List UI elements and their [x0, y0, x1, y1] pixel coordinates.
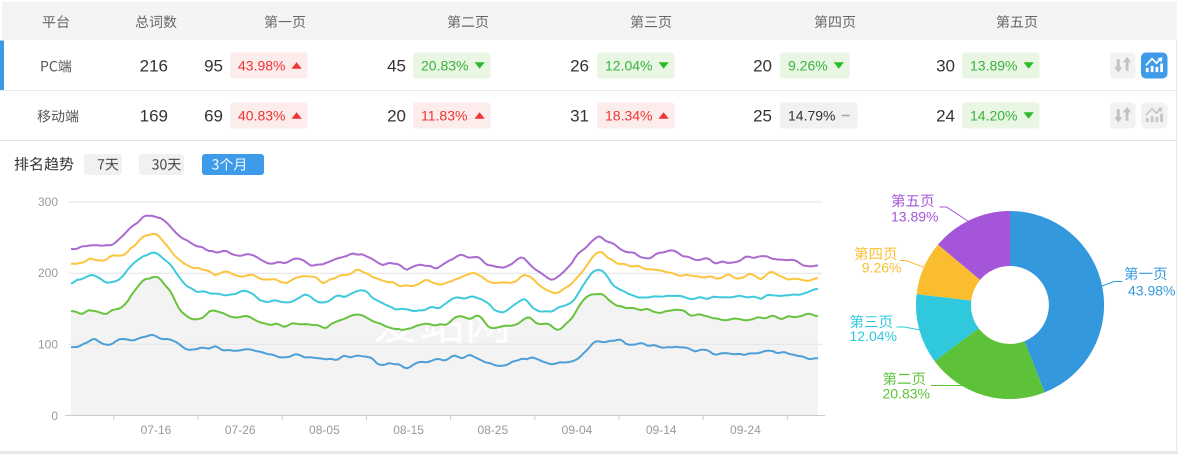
svg-text:30: 30	[936, 57, 955, 76]
svg-text:18.34%: 18.34%	[605, 108, 652, 124]
svg-text:13.89%: 13.89%	[970, 58, 1017, 74]
svg-text:169: 169	[140, 107, 168, 126]
svg-text:12.04%: 12.04%	[850, 328, 897, 344]
svg-text:07-26: 07-26	[225, 423, 256, 437]
svg-text:24: 24	[936, 107, 955, 126]
svg-text:07-16: 07-16	[141, 423, 172, 437]
svg-text:9.26%: 9.26%	[862, 260, 902, 276]
svg-text:20: 20	[753, 57, 772, 76]
svg-text:26: 26	[570, 57, 589, 76]
svg-text:69: 69	[204, 107, 223, 126]
svg-text:08-25: 08-25	[477, 423, 508, 437]
svg-text:31: 31	[570, 107, 589, 126]
svg-text:216: 216	[140, 57, 168, 76]
svg-text:40.83%: 40.83%	[238, 108, 285, 124]
svg-text:300: 300	[38, 195, 58, 209]
svg-text:14.20%: 14.20%	[970, 108, 1017, 124]
svg-text:08-15: 08-15	[393, 423, 424, 437]
svg-text:20.83%: 20.83%	[421, 58, 468, 74]
svg-text:14.79%: 14.79%	[788, 108, 835, 124]
svg-text:43.98%: 43.98%	[1128, 283, 1175, 299]
svg-text:13.89%: 13.89%	[891, 209, 938, 225]
svg-text:43.98%: 43.98%	[238, 58, 285, 74]
svg-text:200: 200	[38, 266, 58, 280]
svg-text:12.04%: 12.04%	[605, 58, 652, 74]
svg-text:45: 45	[387, 57, 406, 76]
svg-text:9.26%: 9.26%	[788, 58, 828, 74]
svg-text:25: 25	[753, 107, 772, 126]
svg-text:09-24: 09-24	[730, 423, 761, 437]
svg-text:20: 20	[387, 107, 406, 126]
svg-text:100: 100	[38, 337, 58, 351]
svg-text:20.83%: 20.83%	[883, 386, 930, 402]
svg-text:11.83%: 11.83%	[421, 108, 467, 124]
svg-text:95: 95	[204, 57, 223, 76]
svg-text:08-05: 08-05	[309, 423, 340, 437]
svg-text:09-14: 09-14	[646, 423, 677, 437]
svg-text:09-04: 09-04	[562, 423, 593, 437]
svg-text:0: 0	[51, 409, 58, 423]
